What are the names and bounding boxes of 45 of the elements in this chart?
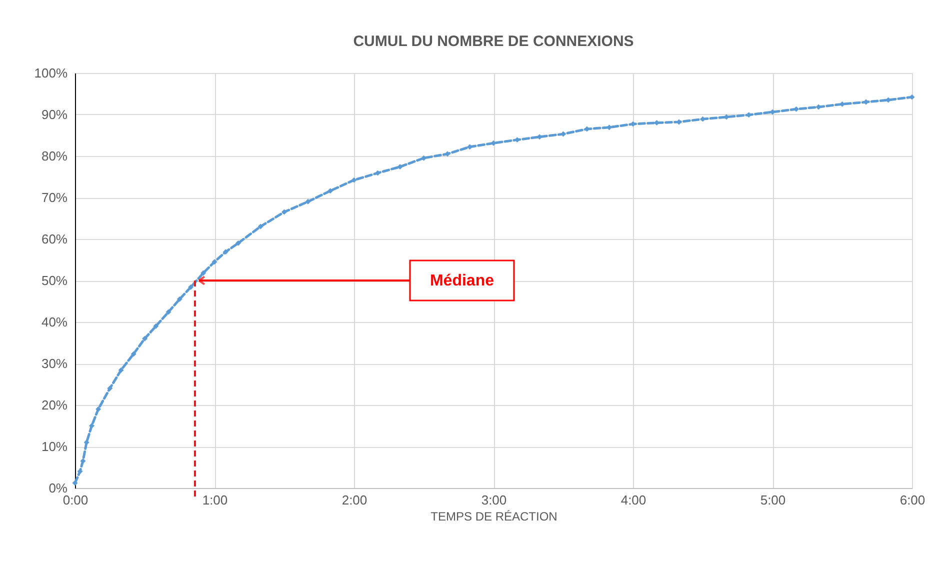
point — [77, 468, 83, 474]
point — [166, 309, 172, 315]
point — [282, 209, 287, 215]
point — [107, 386, 113, 392]
point — [222, 249, 228, 255]
point — [305, 198, 311, 204]
y-tick-label: 50% — [41, 273, 68, 288]
x-tick-label: 6:00 — [900, 492, 926, 508]
point — [328, 188, 334, 194]
x-tick-label: 1:00 — [202, 492, 228, 508]
y-tick-label: 0% — [48, 480, 68, 496]
point — [258, 224, 264, 230]
y-tick-label: 90% — [41, 107, 68, 122]
x-tick-label: 2:00 — [342, 492, 368, 508]
chart-title: CUMUL DU NOMBRE DE CONNEXIONS — [353, 33, 634, 50]
x-tick-label: 4:00 — [620, 492, 646, 508]
y-tick-label: 40% — [41, 314, 68, 330]
y-tick-label: 70% — [41, 190, 68, 205]
y-tick-label: 10% — [41, 439, 68, 454]
point — [96, 406, 102, 412]
point — [130, 351, 136, 357]
y-tick-label: 100% — [34, 66, 68, 80]
x-tick-label: 3:00 — [481, 492, 507, 508]
point — [153, 323, 159, 329]
point — [200, 270, 206, 276]
point — [80, 458, 86, 464]
point — [142, 336, 148, 342]
y-tick-label: 60% — [41, 232, 68, 246]
y-tick-label: 20% — [41, 398, 68, 412]
point — [421, 155, 426, 161]
point — [118, 367, 124, 373]
point — [235, 240, 241, 246]
x-axis-title: TEMPS DE RÉACTION — [430, 510, 558, 524]
y-tick-label: 30% — [41, 356, 68, 371]
point — [212, 259, 218, 265]
point — [188, 284, 194, 290]
x-tick-label: 5:00 — [760, 492, 786, 508]
x-tick-label: 0:00 — [62, 492, 88, 508]
point — [176, 296, 182, 302]
y-tick-label: 80% — [41, 148, 68, 164]
point — [397, 164, 403, 170]
point — [89, 423, 94, 428]
point — [72, 480, 78, 486]
annotation: Médiane — [430, 272, 494, 290]
point — [351, 177, 357, 183]
